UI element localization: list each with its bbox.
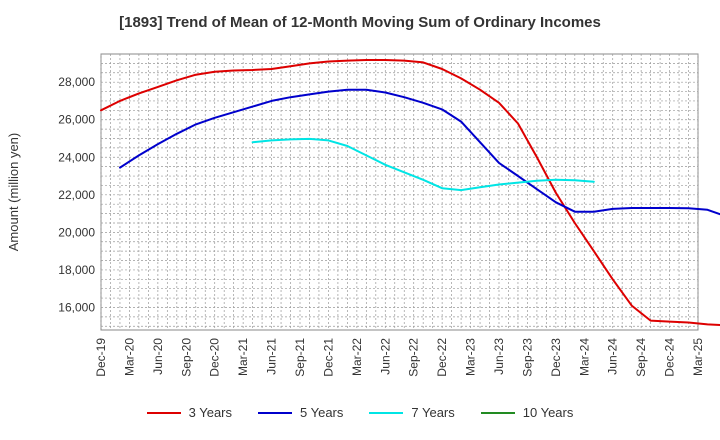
legend-swatch	[146, 411, 181, 414]
x-tick-label: Dec-23	[549, 338, 563, 377]
legend-item: 7 Years	[369, 405, 455, 420]
x-tick-label: Dec-22	[435, 338, 449, 377]
series-line-5-years	[119, 88, 720, 216]
x-tick-label: Sep-23	[520, 338, 534, 377]
y-tick-label: 28,000	[58, 75, 95, 89]
y-axis-title: Amount (million yen)	[6, 133, 21, 252]
x-tick-label: Sep-20	[179, 338, 193, 377]
x-tick-label: Mar-22	[350, 338, 364, 376]
x-tick-label: Sep-24	[634, 338, 648, 377]
x-tick-label: Jun-22	[378, 338, 392, 375]
series-line-3-years	[100, 59, 720, 326]
legend: 3 Years 5 Years 7 Years 10 Years	[0, 405, 720, 420]
legend-label: 5 Years	[300, 405, 344, 420]
y-tick-label: 20,000	[58, 225, 95, 239]
x-tick-label: Jun-24	[606, 338, 620, 375]
y-tick-label: 24,000	[58, 150, 95, 164]
x-tick-label: Sep-21	[293, 338, 307, 377]
x-tick-label: Mar-20	[122, 338, 136, 376]
legend-swatch	[480, 411, 515, 414]
y-tick-label: 16,000	[58, 300, 95, 314]
x-tick-label: Dec-21	[321, 338, 335, 377]
grid-lines	[100, 54, 699, 330]
y-tick-label: 26,000	[58, 113, 95, 127]
x-tick-labels: Dec-19 Mar-20 Jun-20 Sep-20 Dec-20 Mar-21 Jun-…	[94, 338, 705, 377]
x-tick-label: Dec-24	[663, 338, 677, 377]
x-tick-label: Jun-21	[265, 338, 279, 375]
x-tick-label: Mar-25	[691, 338, 705, 376]
x-tick-label: Sep-22	[407, 338, 421, 377]
x-tick-label: Mar-21	[236, 338, 250, 376]
y-tick-labels: 16,000 18,000 20,000 22,000 24,000 26,000 28,0…	[58, 75, 95, 314]
y-tick-label: 18,000	[58, 263, 95, 277]
x-tick-label: Jun-20	[151, 338, 165, 375]
series-lines	[100, 59, 720, 326]
legend-item: 3 Years	[146, 405, 232, 420]
x-tick-label: Mar-23	[464, 338, 478, 376]
chart-title: [1893] Trend of Mean of 12-Month Moving …	[119, 14, 601, 31]
legend-label: 3 Years	[188, 405, 232, 420]
legend-swatch	[258, 411, 292, 414]
y-tick-label: 22,000	[58, 188, 95, 202]
x-tick-label: Dec-19	[94, 338, 108, 377]
legend-label: 7 Years	[411, 405, 455, 420]
legend-swatch	[369, 411, 404, 414]
legend-item: 5 Years	[258, 405, 343, 420]
series-line-7-years	[251, 137, 595, 192]
x-tick-label: Jun-23	[492, 338, 506, 375]
x-tick-label: Mar-24	[577, 338, 591, 376]
x-tick-label: Dec-20	[208, 338, 222, 377]
legend-item: 10 Years	[480, 405, 574, 420]
legend-label: 10 Years	[522, 405, 574, 420]
